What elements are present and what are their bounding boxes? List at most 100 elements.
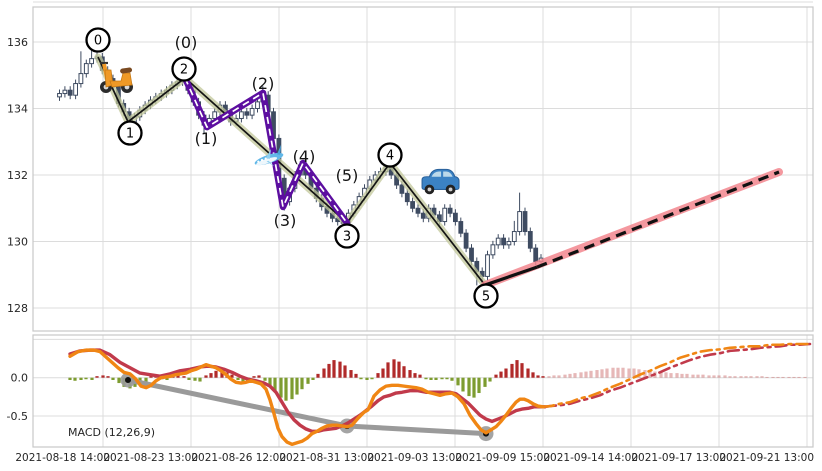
histogram-bar-projected [707,375,711,378]
histogram-bar [456,377,460,386]
histogram-bar-projected [776,376,780,378]
histogram-bar [332,360,336,378]
candle-body [212,111,218,119]
histogram-bar-projected [803,376,807,378]
histogram-bar [510,363,514,378]
subwave-label: (2) [252,74,275,93]
histogram-bar [149,376,153,378]
panel-border [32,6,814,332]
histogram-bar [95,376,99,378]
wave-circle-number: 0 [94,34,102,49]
subwave-label: (3) [274,211,297,230]
histogram-bar-projected [771,376,775,378]
histogram-bar [343,365,347,378]
car-window [431,171,442,177]
histogram-bar [520,363,524,378]
wave-circle-number: 1 [126,127,134,142]
x-tick-label: 2021-09-14 14:00 [543,452,638,464]
histogram-bar [483,377,487,387]
histogram-bar [117,377,121,384]
histogram-bar [477,377,481,394]
histogram-bar-projected [680,373,684,378]
x-tick-label: 2021-08-23 13:00 [103,452,198,464]
candle-body [495,237,501,246]
histogram-bar [515,360,519,378]
histogram-bar [106,376,110,378]
histogram-bar-projected [648,370,652,378]
histogram-bar [434,377,438,380]
histogram-bar-projected [595,370,599,378]
histogram-bar [273,377,277,392]
airplane-wing-upper [265,148,271,159]
candle-body [73,83,78,96]
x-tick-label: 2021-08-31 13:00 [279,452,374,464]
airplane-window [264,157,267,160]
histogram-bar [193,377,197,381]
macd-lines [68,342,812,447]
histogram-bar-projected [739,376,743,378]
macd-line [68,348,545,447]
car-emoji [421,168,460,195]
price-y-tick-label: 132 [7,169,28,182]
histogram-bar-projected [643,370,647,378]
candle-body [533,247,539,262]
histogram-bar [499,371,503,378]
histogram-bar [209,373,213,378]
candle-body [78,73,84,85]
candle-body [410,201,416,209]
candle-body [458,221,464,234]
histogram-bar [90,377,94,380]
subwave-line [181,74,351,227]
histogram-bar [263,377,267,381]
histogram-bar-projected [579,372,583,378]
emoji-markers [100,61,460,195]
histogram-bar [397,361,401,378]
wave-circle-marker [117,120,143,146]
candle-body [244,111,250,116]
wave-circle-marker [85,27,111,53]
histogram-bar [365,377,369,380]
elliott-wave-lines [94,53,489,289]
histogram-bar [257,375,261,378]
scooter-emoji [100,61,133,93]
histogram-bar-projected [632,368,636,378]
candle-body [442,207,448,223]
price-y-tick-label: 136 [7,36,28,49]
subwave-label: (1) [195,129,218,148]
histogram-bar-projected [563,374,567,378]
candle-body [57,93,62,98]
histogram-bar [316,373,320,378]
histogram-bar [461,377,465,392]
histogram-bar-projected [749,376,753,378]
histogram-bar [392,359,396,378]
histogram-bar-projected [685,373,689,378]
histogram-bar-projected [605,368,609,378]
histogram-bar [306,377,310,384]
histogram-bar [144,377,148,382]
gridlines [32,1,814,448]
candle-body [420,212,426,219]
x-tick-label: 2021-09-09 15:00 [455,452,550,464]
histogram-bar-projected [733,376,737,378]
candle-body [485,254,490,277]
histogram-bar-projected [760,376,764,378]
wave-markers: 0 1 2 3 4 5 (0) (1) (2) (3) (4) (5) [85,27,499,309]
scooter-seat [120,67,133,74]
histogram-bar-projected [621,367,625,378]
candle-body [506,241,512,246]
histogram-bar-projected [669,373,673,378]
histogram-bar-projected [797,376,801,378]
histogram-bar [381,368,385,378]
histogram-bar [408,370,412,378]
candle-body [517,211,523,233]
candle-body [239,111,244,119]
histogram-bar-projected [568,373,572,378]
histogram-bar [488,377,492,382]
car-hub [448,187,453,192]
histogram-bar-projected [787,376,791,378]
histogram-bar-projected [701,374,705,378]
histogram-bar [531,372,535,378]
panel-border [32,334,814,448]
